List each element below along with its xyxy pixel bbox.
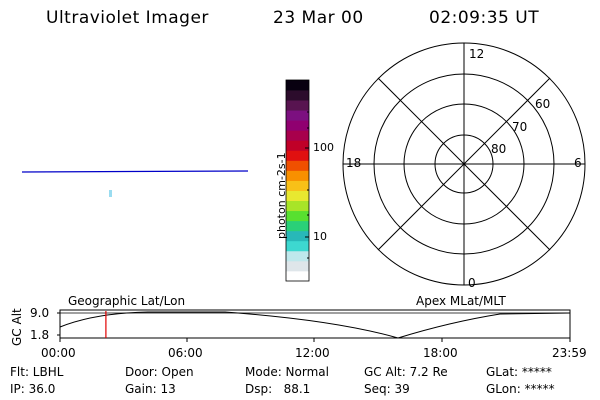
colorbar-segment <box>286 200 309 212</box>
timeline-y-tick-bottom: 1.8 <box>30 328 50 342</box>
timeline-x-tick-0000: 00:00 <box>41 346 76 360</box>
polar-label-80: 80 <box>491 142 507 156</box>
timeline-plot <box>57 309 571 342</box>
instrument-title: Ultraviolet Imager <box>46 8 209 28</box>
colorbar-segment <box>286 130 309 141</box>
colorbar-segment <box>286 170 309 181</box>
timeline-x-tick-0600: 06:00 <box>168 346 203 360</box>
timeline-x-tick-2359: 23:59 <box>552 346 587 360</box>
timeline-y-title: GC Alt <box>10 308 24 346</box>
colorbar-segment <box>286 160 309 171</box>
colorbar-segment <box>286 260 309 272</box>
polar-label-70: 70 <box>512 120 528 134</box>
colorbar-segment <box>286 180 309 191</box>
colorbar-segment <box>286 210 309 222</box>
image-speck <box>109 190 112 197</box>
polar-plot <box>342 42 586 286</box>
colorbar-segment <box>286 120 309 131</box>
colorbar-segment <box>286 270 309 282</box>
colorbar-segment <box>286 230 309 242</box>
time-label: 02:09:35 UT <box>429 8 540 28</box>
colorbar-segment <box>286 140 309 151</box>
colorbar-segment <box>286 240 309 252</box>
colorbar-segment <box>286 150 309 161</box>
status-seq: Seq: 39 <box>364 382 410 396</box>
polar-diagonal-2 <box>377 77 551 251</box>
date-label: 23 Mar 00 <box>273 8 364 28</box>
timeline-x-tick-1800: 18:00 <box>423 346 458 360</box>
colorbar-label-100: 100 <box>313 141 334 154</box>
colorbar-segment <box>286 100 309 111</box>
status-glon: GLon: ***** <box>486 382 555 396</box>
colorbar-segment <box>286 80 309 91</box>
colorbar-unit-label: photon cm-2s-1 <box>275 152 288 239</box>
colorbar-segment <box>286 220 309 232</box>
polar-label-6: 6 <box>574 156 582 170</box>
status-flt: Flt: LBHL <box>10 365 64 379</box>
timeline-left-label: Geographic Lat/Lon <box>68 294 186 308</box>
colorbar-segment <box>286 110 309 121</box>
polar-label-60: 60 <box>535 97 551 111</box>
colorbar-segment <box>286 250 309 262</box>
status-door: Door: Open <box>125 365 194 379</box>
status-glat: GLat: ***** <box>486 365 552 379</box>
timeline-right-label: Apex MLat/MLT <box>416 294 506 308</box>
colorbar-segment <box>286 190 309 201</box>
colorbar <box>285 79 310 282</box>
status-mode: Mode: Normal <box>245 365 329 379</box>
status-gcalt: GC Alt: 7.2 Re <box>364 365 448 379</box>
colorbar-frame <box>285 79 310 282</box>
timeline-x-tick-1200: 12:00 <box>295 346 330 360</box>
polar-label-18: 18 <box>346 156 362 170</box>
status-gain: Gain: 13 <box>125 382 176 396</box>
timeline-y-tick-top: 9.0 <box>30 306 50 320</box>
polar-label-12: 12 <box>469 47 485 61</box>
colorbar-segment <box>286 90 309 101</box>
image-horizon-line <box>21 170 249 173</box>
polar-label-0: 0 <box>468 276 476 290</box>
altitude-curve <box>59 311 571 339</box>
timeline-frame <box>59 309 571 339</box>
status-ip: IP: 36.0 <box>10 382 56 396</box>
colorbar-label-10: 10 <box>313 230 327 243</box>
status-dsp: Dsp: 88.1 <box>245 382 311 396</box>
